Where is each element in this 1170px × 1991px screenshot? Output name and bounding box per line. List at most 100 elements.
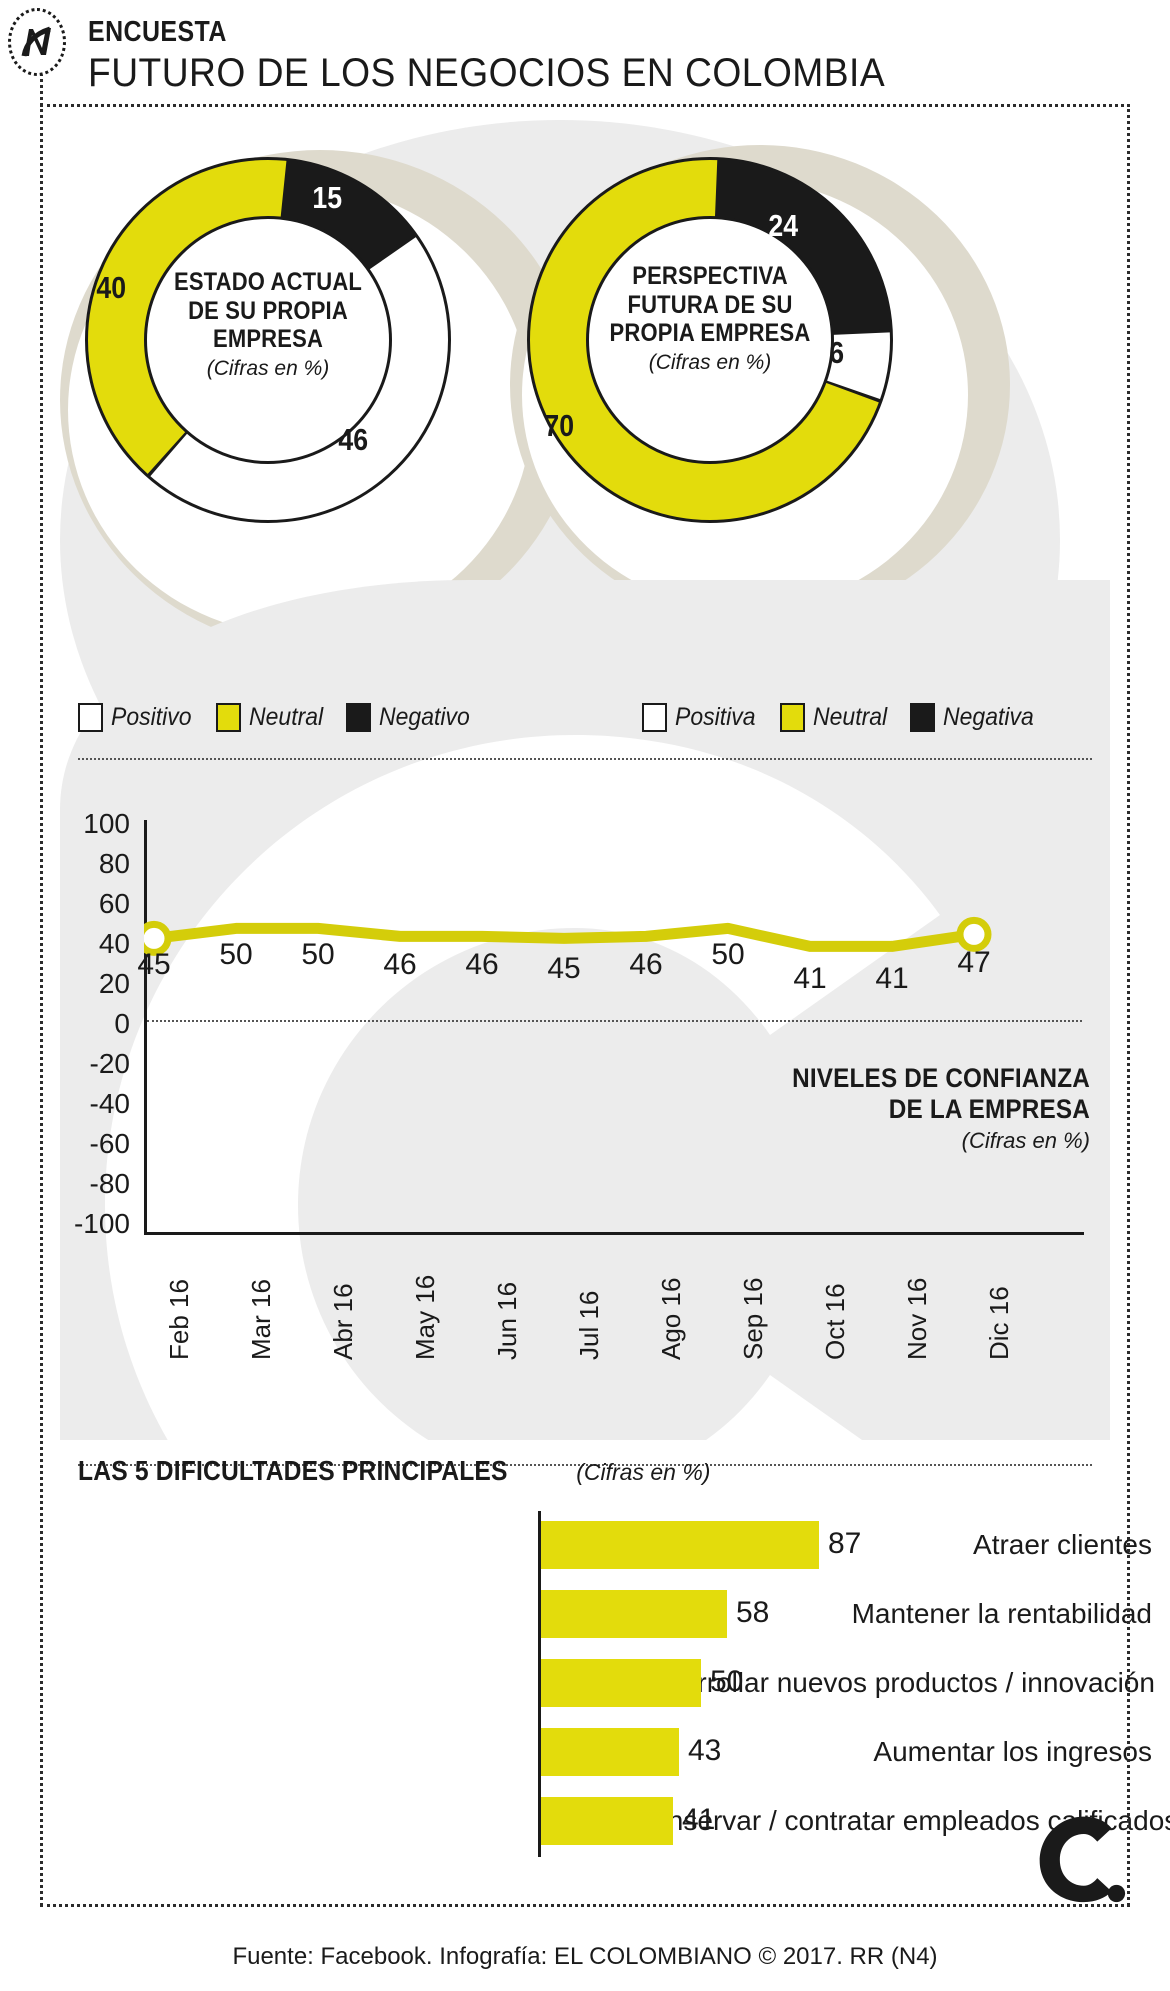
bar-chart-subtitle: (Cifras en %) — [576, 1459, 711, 1485]
bar-chart-heading: LAS 5 DIFICULTADES PRINCIPALES — [78, 1455, 508, 1486]
legend-item-positivo: Positivo — [78, 703, 199, 732]
line-value-mar: 50 — [219, 938, 253, 971]
donut1-subtitle: (Cifras en %) — [206, 356, 330, 380]
x-tick-dic: Dic 16 — [984, 1286, 1014, 1360]
y-tick-m40: -40 — [89, 1088, 130, 1119]
donut2-value-negativa: 24 — [768, 208, 799, 243]
donut1-title-line-1: ESTADO ACTUAL — [173, 268, 363, 296]
legend-label-negativo: Negativo — [379, 703, 470, 731]
bar-fill-5 — [541, 1797, 673, 1845]
x-axis-line — [144, 1232, 1084, 1235]
x-tick-sep: Sep 16 — [738, 1277, 768, 1360]
bar-chart-dificultades: LAS 5 DIFICULTADES PRINCIPALES (Cifras e… — [0, 1455, 1170, 1935]
donut1-value-positivo: 46 — [338, 422, 369, 457]
bar-row-conservar-empleados: Conservar / contratar empleados califica… — [0, 1793, 1170, 1851]
bar-value-2: 58 — [736, 1596, 770, 1629]
frame-border-bottom — [40, 1904, 1130, 1907]
legend-label-neutral-2: Neutral — [812, 703, 887, 731]
bar-row-mantener-rentabilidad: Mantener la rentabilidad 58 — [0, 1586, 1170, 1644]
donut1-title-line-2: DE SU PROPIA — [188, 296, 348, 325]
y-tick-m60: -60 — [89, 1128, 130, 1159]
legend-swatch-white-2-icon — [642, 703, 667, 732]
legend-swatch-white-icon — [78, 703, 103, 732]
legend-label-negativa: Negativa — [943, 703, 1034, 731]
bar-value-4: 43 — [688, 1734, 722, 1767]
donut-charts: ESTADO ACTUAL DE SU PROPIA EMPRESA (Cifr… — [0, 150, 1170, 550]
donut1-center-text: ESTADO ACTUAL DE SU PROPIA EMPRESA (Cifr… — [122, 268, 414, 381]
source-credit: Fuente: Facebook. Infografía: EL COLOMBI… — [232, 1943, 938, 1970]
line-chart-title-block: NIVELES DE CONFIANZA DE LA EMPRESA (Cifr… — [759, 1063, 1090, 1154]
x-tick-may: May 16 — [410, 1274, 440, 1360]
y-tick-60: 60 — [98, 888, 130, 919]
line-chart-subtitle: (Cifras en %) — [961, 1128, 1090, 1153]
bar-label-1: Atraer clientes — [973, 1529, 1152, 1560]
line-series-path — [144, 916, 992, 956]
line-value-dic: 47 — [957, 946, 991, 979]
page-title: FUTURO DE LOS NEGOCIOS EN COLOMBIA — [88, 51, 886, 95]
donut-chart-estado-actual: ESTADO ACTUAL DE SU PROPIA EMPRESA (Cifr… — [78, 150, 458, 530]
legend-swatch-yellow-2-icon — [779, 703, 805, 732]
legend-label-positiva: Positiva — [675, 703, 756, 731]
n-logo-icon — [8, 8, 66, 76]
x-tick-jul: Jul 16 — [574, 1290, 604, 1360]
bar-label-4: Aumentar los ingresos — [873, 1736, 1152, 1767]
bar-value-5: 41 — [682, 1803, 716, 1836]
bar-baseline-axis — [538, 1511, 541, 1857]
y-tick-m80: -80 — [89, 1168, 130, 1199]
donut2-title-line-1: PERSPECTIVA — [632, 262, 788, 290]
y-tick-m20: -20 — [89, 1048, 130, 1079]
x-tick-nov: Nov 16 — [902, 1277, 932, 1360]
donut1-value-negativo: 15 — [312, 180, 343, 215]
bar-fill-4 — [541, 1728, 679, 1776]
y-tick-80: 80 — [98, 848, 130, 879]
legend-item-negativo: Negativo — [346, 703, 478, 732]
donut2-center-text: PERSPECTIVA FUTURA DE SU PROPIA EMPRESA … — [548, 262, 872, 375]
line-value-may: 46 — [383, 948, 417, 981]
donut1-title-line-3: EMPRESA — [212, 325, 324, 353]
divider-after-legends — [78, 758, 1092, 760]
line-value-ago: 46 — [629, 948, 663, 981]
bar-fill-3 — [541, 1659, 701, 1707]
line-value-feb: 45 — [137, 948, 171, 981]
donut2-value-neutral: 70 — [544, 408, 575, 443]
frame-border-left — [40, 36, 43, 1906]
line-value-jul: 45 — [547, 952, 581, 985]
legend-swatch-yellow-icon — [215, 703, 241, 732]
line-value-abr: 50 — [301, 938, 335, 971]
donut-legends: Positivo Neutral Negativo Positiva Neutr… — [0, 703, 1170, 745]
legend-swatch-black-icon — [346, 703, 372, 732]
frame-border-right — [1127, 104, 1130, 1906]
legend-item-negativa: Negativa — [910, 703, 1042, 732]
bar-fill-1 — [541, 1521, 819, 1569]
bar-value-3: 50 — [710, 1665, 744, 1698]
bar-value-1: 87 — [828, 1527, 862, 1560]
legend-item-neutral-2: Neutral — [779, 703, 894, 732]
bar-rows: Atraer clientes 87 Mantener la rentabili… — [0, 1511, 1170, 1862]
header: ENCUESTA FUTURO DE LOS NEGOCIOS EN COLOM… — [0, 0, 1170, 120]
line-value-oct: 41 — [793, 962, 827, 995]
donut1-value-neutral: 40 — [96, 270, 127, 305]
frame-border-top — [40, 104, 1130, 107]
x-tick-abr: Abr 16 — [328, 1283, 358, 1360]
line-value-sep: 50 — [711, 938, 745, 971]
bar-fill-2 — [541, 1590, 727, 1638]
el-colombiano-logo-icon — [1039, 1816, 1126, 1903]
donut2-subtitle: (Cifras en %) — [648, 350, 772, 374]
donut2-value-positiva: 6 — [829, 335, 845, 370]
y-tick-100: 100 — [83, 808, 130, 839]
line-chart-title-line-2: DE LA EMPRESA — [888, 1093, 1090, 1124]
line-value-nov: 41 — [875, 962, 909, 995]
legend-group-2: Positiva Neutral Negativa — [642, 703, 1042, 732]
bar-row-aumentar-ingresos: Aumentar los ingresos 43 — [0, 1724, 1170, 1782]
line-chart-title-line-1: NIVELES DE CONFIANZA — [792, 1063, 1090, 1093]
legend-label-positivo: Positivo — [111, 703, 192, 731]
legend-swatch-black-2-icon — [910, 703, 936, 732]
legend-label-neutral: Neutral — [248, 703, 323, 731]
line-chart-confianza: 100 80 60 40 20 0 -20 -40 -60 -80 -100 4… — [0, 780, 1170, 1360]
x-tick-oct: Oct 16 — [820, 1283, 850, 1360]
legend-item-neutral: Neutral — [215, 703, 330, 732]
x-tick-feb: Feb 16 — [164, 1279, 194, 1360]
line-marker-last — [956, 916, 992, 952]
kicker-label: ENCUESTA — [88, 16, 227, 48]
